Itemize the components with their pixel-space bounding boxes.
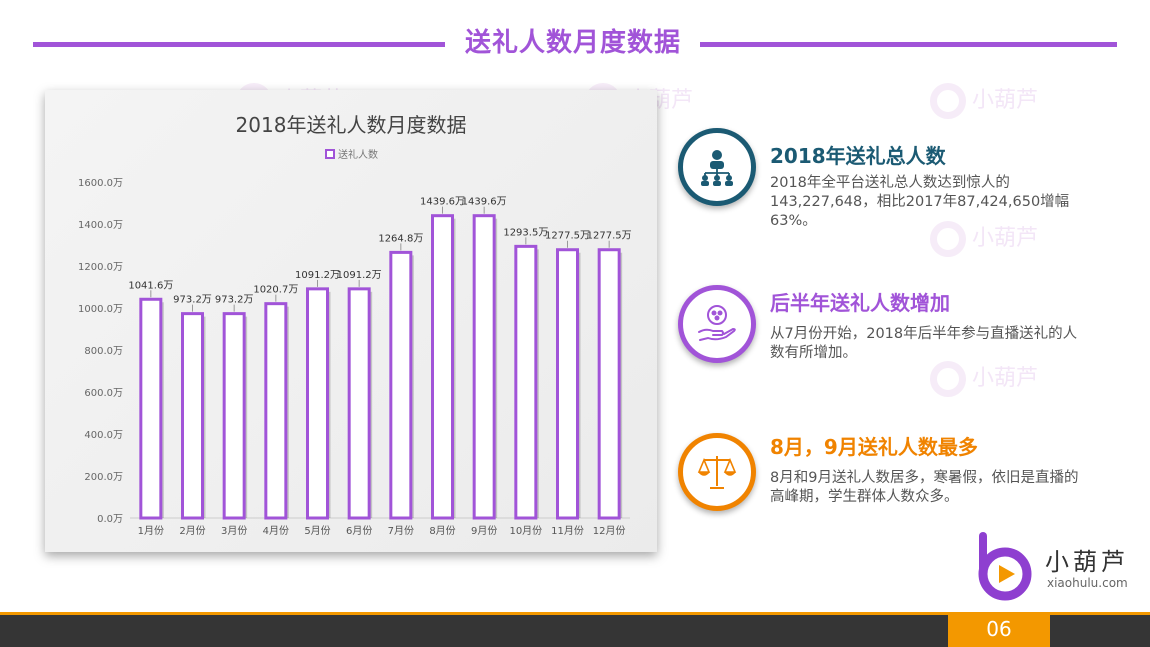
info-heading-peak: 8月，9月送礼人数最多 <box>770 435 978 459</box>
legend-swatch <box>325 149 335 159</box>
x-tick-label: 8月份 <box>429 525 455 537</box>
y-tick-label: 600.0万 <box>84 388 123 399</box>
data-label: 1293.5万 <box>503 227 548 238</box>
info-body-second-half: 从7月份开始，2018年后半年参与直播送礼的人数有所增加。 <box>770 326 1078 361</box>
x-tick-label: 6月份 <box>346 525 372 537</box>
brand-url: xiaohulu.com <box>1047 576 1128 590</box>
hand-giving-icon <box>698 305 736 341</box>
x-tick-label: 4月份 <box>263 525 289 537</box>
x-tick-label: 9月份 <box>471 525 497 537</box>
x-tick-label: 10月份 <box>509 525 542 537</box>
y-tick-label: 200.0万 <box>84 472 123 483</box>
x-tick-label: 2月份 <box>179 525 205 537</box>
title-rule-right <box>700 42 1117 47</box>
info-heading-total: 2018年送礼总人数 <box>770 144 946 168</box>
footer-accent-line <box>0 612 1150 615</box>
y-tick-label: 0.0万 <box>97 514 123 525</box>
x-tick-label: 12月份 <box>593 525 626 537</box>
bar <box>181 312 204 520</box>
data-label: 1277.5万 <box>545 231 590 242</box>
legend-label: 送礼人数 <box>338 148 378 161</box>
data-label: 973.2万 <box>215 295 254 306</box>
y-tick-label: 1400.0万 <box>78 220 123 231</box>
x-tick-label: 5月份 <box>304 525 330 537</box>
chart-card: 2018年送礼人数月度数据送礼人数 0.0万 200.0万 400.0万 600.0万 8… <box>45 90 657 552</box>
bar <box>139 297 163 520</box>
y-tick-label: 400.0万 <box>84 430 123 441</box>
watermark: 小葫芦 <box>930 82 1038 119</box>
bar <box>347 287 371 520</box>
y-tick-label: 800.0万 <box>84 346 123 357</box>
title-rule-left <box>33 42 445 47</box>
scale-balance-icon <box>697 456 737 489</box>
page-number: 06 <box>948 612 1050 647</box>
y-tick-label: 1600.0万 <box>78 178 123 189</box>
x-tick-label: 3月份 <box>221 525 247 537</box>
badge-second-half <box>678 285 756 363</box>
info-body-total: 2018年全平台送礼总人数达到惊人的143,227,648，相比2017年87,… <box>770 175 1070 229</box>
bar <box>472 214 496 520</box>
badge-peak <box>678 433 756 511</box>
bar <box>264 302 288 520</box>
bar <box>431 214 454 520</box>
bar <box>389 250 413 520</box>
info-body-peak: 8月和9月送礼人数居多，寒暑假，依旧是直播的高峰期，学生群体人数众多。 <box>770 470 1079 505</box>
bar <box>556 248 579 520</box>
page-title: 送礼人数月度数据 <box>464 28 681 58</box>
y-tick-label: 1000.0万 <box>78 304 123 315</box>
x-tick-label: 7月份 <box>388 525 414 537</box>
badge-total <box>678 128 756 206</box>
data-label: 1439.6万 <box>462 197 507 208</box>
data-label: 1020.7万 <box>253 285 298 296</box>
bar <box>597 248 621 520</box>
chart-title: 2018年送礼人数月度数据 <box>236 113 467 137</box>
team-hierarchy-icon <box>701 150 733 186</box>
data-label: 1277.5万 <box>587 231 632 242</box>
bar <box>514 244 538 520</box>
x-tick-label: 11月份 <box>551 525 584 537</box>
info-heading-second-half: 后半年送礼人数增加 <box>770 291 950 315</box>
data-label: 1091.2万 <box>337 270 382 281</box>
data-label: 1041.6万 <box>128 280 173 291</box>
watermark: 小葫芦 <box>930 360 1038 397</box>
x-tick-label: 1月份 <box>138 525 164 537</box>
data-label: 1091.2万 <box>295 270 340 281</box>
data-label: 973.2万 <box>173 295 212 306</box>
brand-logo: 小葫芦 xiaohulu.com <box>975 532 1145 602</box>
brand-name: 小葫芦 <box>1045 548 1129 576</box>
bar <box>222 312 246 520</box>
y-tick-label: 1200.0万 <box>78 262 123 273</box>
data-label: 1264.8万 <box>378 233 423 244</box>
data-label: 1439.6万 <box>420 197 465 208</box>
bar <box>306 287 329 520</box>
xiaohulu-logo-icon <box>978 532 1032 601</box>
